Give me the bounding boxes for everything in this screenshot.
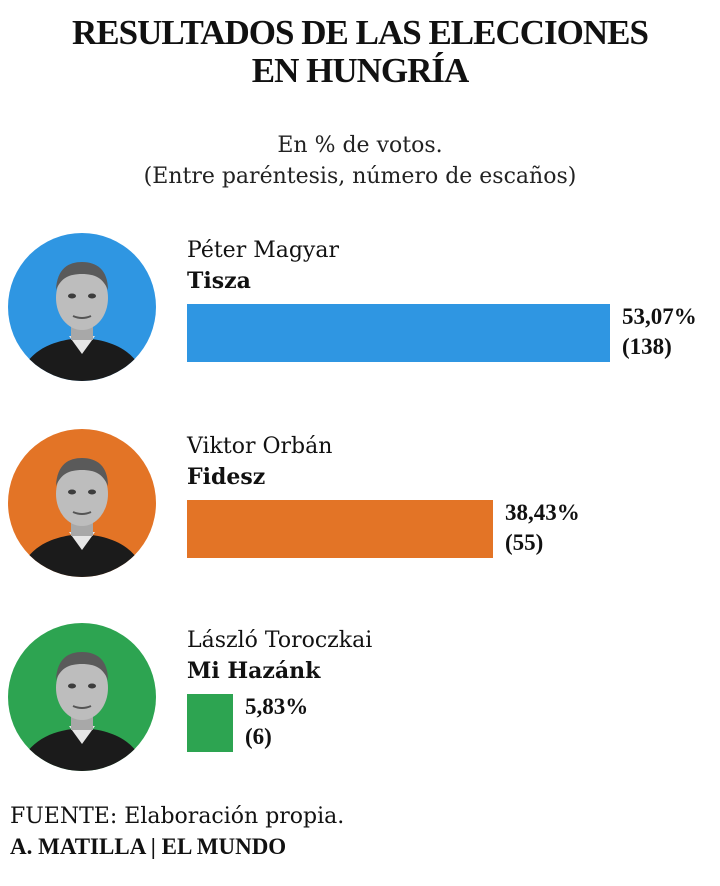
bar-row: László Toroczkai Mi Hazánk 5,83% (6)	[0, 622, 720, 792]
vote-percent-label: 38,43%	[505, 500, 580, 525]
candidate-name: László Toroczkai	[187, 628, 373, 653]
seats-label: (6)	[245, 724, 272, 749]
vote-percent-label: 5,83%	[245, 694, 309, 719]
bar-row: Péter Magyar Tisza 53,07% (138)	[0, 232, 720, 402]
chart-title-line-1: RESULTADOS DE LAS ELECCIONES	[72, 13, 649, 52]
chart-subtitle-line-2: (Entre paréntesis, número de escaños)	[143, 164, 577, 189]
credit-line: A. MATILLA | EL MUNDO	[10, 834, 287, 859]
seats-label: (138)	[622, 334, 672, 359]
party-name: Tisza	[187, 268, 251, 294]
source-label: FUENTE:	[10, 804, 118, 829]
vote-percent-label: 53,07%	[622, 304, 697, 329]
footer: FUENTE: Elaboración propia. A. MATILLA |…	[10, 802, 344, 862]
bar	[187, 694, 233, 752]
bar	[187, 500, 493, 558]
chart-subtitle-line-1: En % de votos.	[277, 133, 443, 158]
chart-subtitle: En % de votos. (Entre paréntesis, número…	[0, 130, 720, 192]
data-label: 53,07% (138)	[622, 302, 697, 362]
candidate-name: Péter Magyar	[187, 238, 339, 263]
data-label: 38,43% (55)	[505, 498, 580, 558]
bar	[187, 304, 610, 362]
seats-label: (55)	[505, 530, 544, 555]
candidate-name: Viktor Orbán	[187, 434, 333, 459]
data-label: 5,83% (6)	[245, 692, 308, 752]
party-name: Mi Hazánk	[187, 658, 321, 684]
candidate-portrait	[8, 233, 156, 381]
candidate-portrait	[8, 429, 156, 577]
chart-title-line-2: EN HUNGRÍA	[251, 51, 470, 90]
chart-title: RESULTADOS DE LAS ELECCIONES EN HUNGRÍA	[0, 14, 720, 90]
source-text: Elaboración propia.	[117, 804, 345, 829]
bar-row: Viktor Orbán Fidesz 38,43% (55)	[0, 428, 720, 598]
party-name: Fidesz	[187, 464, 266, 490]
source-note: FUENTE: Elaboración propia.	[10, 802, 344, 832]
candidate-portrait	[8, 623, 156, 771]
